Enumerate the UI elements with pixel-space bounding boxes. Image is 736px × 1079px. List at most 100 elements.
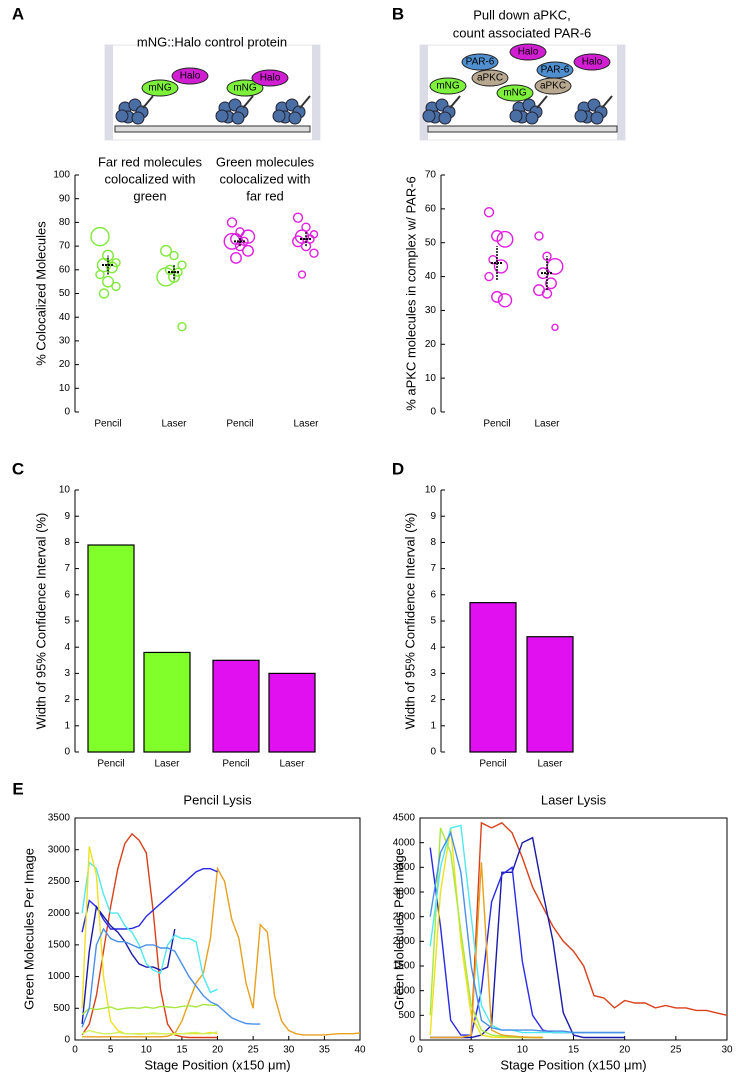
y-tick-label: 0 [64,1035,70,1046]
protein-complex [574,109,588,123]
y-tick-label: 8 [64,537,70,548]
y-tick-label: 4 [64,642,70,653]
y-tick-label: 1 [430,720,436,731]
protein-label: mNG [233,83,257,94]
y-tick-label: 5 [64,616,70,627]
group-label: colocalized with [219,171,310,186]
data-point [160,244,172,257]
data-point [96,257,112,273]
protein-label: Halo [260,73,281,84]
data-point [545,277,557,290]
y-tick-label: 60 [59,264,71,275]
x-tick-label: 35 [319,1045,331,1056]
antibody [449,95,461,109]
bar [469,602,517,753]
y-tick-label: 0 [430,407,436,418]
y-tick-label: 9 [430,511,436,522]
x-axis-label: Stage Position (x150 μm) [144,1057,290,1072]
y-tick-label: 3000 [48,844,71,855]
data-line [429,847,625,1036]
protein [534,77,572,95]
bar [87,544,135,753]
data-line [81,1029,218,1036]
y-tick-label: 20 [59,359,71,370]
x-tick-label: 30 [721,1045,733,1056]
protein [429,77,467,95]
protein-label: PAR-6 [541,65,570,76]
data-line [81,927,261,1028]
y-tick-label: 3 [430,668,436,679]
x-tick-label: Pencil [479,759,506,770]
data-point [483,207,495,218]
data-point [292,212,304,223]
protein [251,69,289,87]
panel-label: B [392,4,404,23]
y-axis-label: Width of 95% Confidence Interval (%) [402,513,417,730]
well-wall [617,45,625,140]
protein-label: Halo [180,71,201,82]
x-tick-label: Laser [161,419,187,430]
x-tick-label: Pencil [226,419,253,430]
antibody [601,95,613,109]
y-tick-label: 1000 [48,971,71,982]
data-line [81,868,218,933]
data-point [484,271,494,282]
protein-label: aPKC [540,81,566,92]
panel-label: A [12,4,24,23]
well-wall [312,45,320,140]
x-tick-label: 40 [354,1045,366,1056]
y-tick-label: 6 [64,589,70,600]
protein-label: mNG [148,83,172,94]
y-tick-label: 3 [64,668,70,679]
y-tick-label: 20 [425,339,437,350]
y-tick-label: 5 [430,616,436,627]
x-tick-label: 0 [417,1045,423,1056]
x-axis-label: Stage Position (x150 μm) [500,1057,646,1072]
protein-label: mNG [503,88,527,99]
y-tick-label: 500 [398,1010,415,1021]
y-tick-label: 30 [425,305,437,316]
data-point [297,270,307,279]
y-tick-label: 80 [59,217,71,228]
y-tick-label: 1500 [393,961,416,972]
data-point [111,281,121,292]
y-tick-label: 1000 [393,985,416,996]
x-tick-label: Laser [154,759,180,770]
y-tick-label: 7 [430,563,436,574]
data-line [81,1003,218,1016]
protein-complex [115,109,129,123]
antibody [536,95,548,109]
y-tick-label: 60 [425,203,437,214]
x-tick-label: Laser [537,759,563,770]
panel-label: D [392,459,404,478]
y-tick-label: 10 [425,485,437,496]
panel-label: C [12,459,24,478]
x-tick-label: 0 [72,1045,78,1056]
chart-title: Laser Lysis [541,792,607,807]
y-tick-label: 30 [59,336,71,347]
x-tick-label: 10 [517,1045,529,1056]
diagram-box [104,44,321,141]
protein-complex [525,111,539,125]
y-tick-label: 4000 [393,837,416,848]
data-point [169,250,179,261]
data-point [546,257,564,275]
diagram-title: count associated PAR-6 [453,25,592,40]
data-point [230,252,242,264]
x-tick-label: Laser [293,419,319,430]
x-tick-label: 20 [212,1045,224,1056]
x-tick-label: Pencil [222,759,249,770]
protein [496,84,534,102]
y-tick-label: 40 [425,271,437,282]
y-tick-label: 3500 [393,862,416,873]
y-tick-label: 3500 [48,813,71,824]
data-line [81,832,218,1039]
protein-complex [590,111,604,125]
bar [143,651,191,753]
protein [509,43,547,61]
y-axis-label: Green Molecules Per Image [21,848,36,1010]
antibody [242,95,254,109]
data-point [156,267,176,287]
x-tick-label: 15 [568,1045,580,1056]
data-line [470,821,728,1036]
